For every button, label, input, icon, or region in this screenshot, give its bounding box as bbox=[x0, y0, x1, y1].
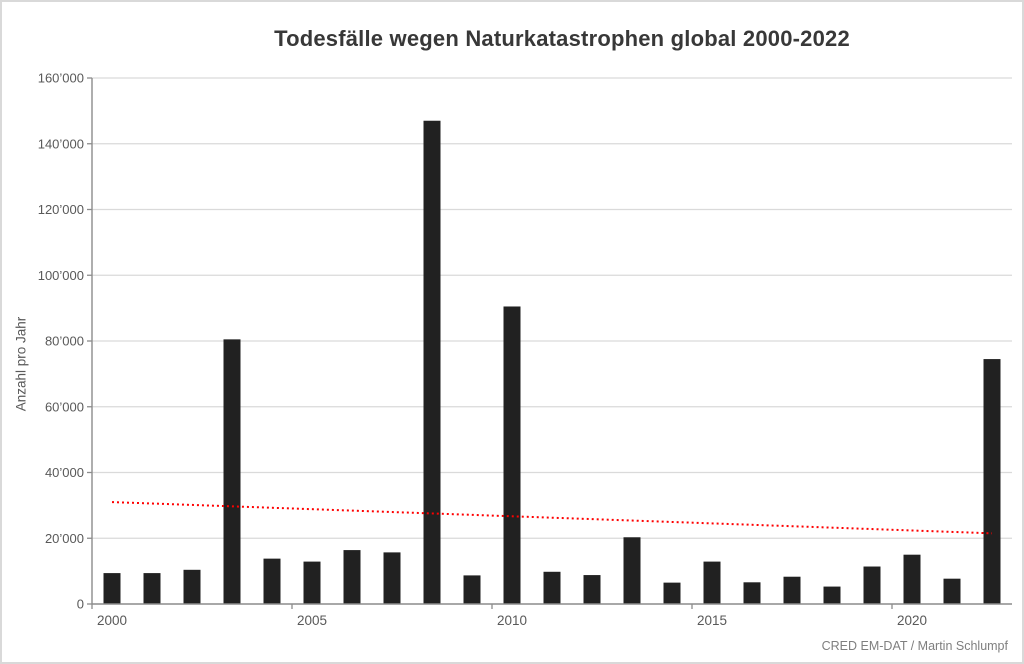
y-tick-label: 80’000 bbox=[45, 334, 84, 349]
x-tick-label: 2005 bbox=[297, 613, 327, 628]
y-tick-label: 100’000 bbox=[38, 268, 84, 283]
bar-2022 bbox=[983, 359, 1001, 604]
bar-2005 bbox=[303, 561, 321, 604]
attribution: CRED EM-DAT / Martin Schlumpf bbox=[821, 639, 1008, 653]
bar-2009 bbox=[463, 575, 481, 604]
y-tick-label: 20’000 bbox=[45, 531, 84, 546]
y-tick-label: 120’000 bbox=[38, 202, 84, 217]
x-tick-label: 2015 bbox=[697, 613, 727, 628]
bar-2015 bbox=[703, 561, 721, 604]
x-tick-label: 2020 bbox=[897, 613, 927, 628]
bar-2013 bbox=[623, 537, 641, 604]
bar-2012 bbox=[583, 575, 601, 604]
bar-2002 bbox=[183, 569, 201, 604]
bar-2006 bbox=[343, 550, 361, 604]
y-tick-label: 160’000 bbox=[38, 71, 84, 86]
trendline bbox=[111, 501, 993, 535]
x-tick-label: 2010 bbox=[497, 613, 527, 628]
bar-2017 bbox=[783, 576, 801, 604]
y-tick-label: 140’000 bbox=[38, 136, 84, 151]
bar-2001 bbox=[143, 573, 161, 604]
bar-2011 bbox=[543, 571, 561, 604]
bar-2003 bbox=[223, 339, 241, 604]
bar-2004 bbox=[263, 558, 281, 604]
y-tick-label: 40’000 bbox=[45, 465, 84, 480]
bar-2020 bbox=[903, 554, 921, 604]
bar-2019 bbox=[863, 566, 881, 604]
bar-2010 bbox=[503, 306, 521, 604]
x-tick-label: 2000 bbox=[97, 613, 127, 628]
chart-title: Todesfälle wegen Naturkatastrophen globa… bbox=[274, 26, 850, 51]
bar-2008 bbox=[423, 120, 441, 605]
bar-2000 bbox=[103, 573, 121, 604]
bar-2014 bbox=[663, 582, 681, 604]
y-tick-label: 60’000 bbox=[45, 399, 84, 414]
bar-2021 bbox=[943, 578, 961, 604]
bar-2007 bbox=[383, 552, 401, 604]
bar-2018 bbox=[823, 586, 841, 604]
bar-2016 bbox=[743, 582, 761, 604]
y-tick-label: 0 bbox=[77, 597, 84, 612]
